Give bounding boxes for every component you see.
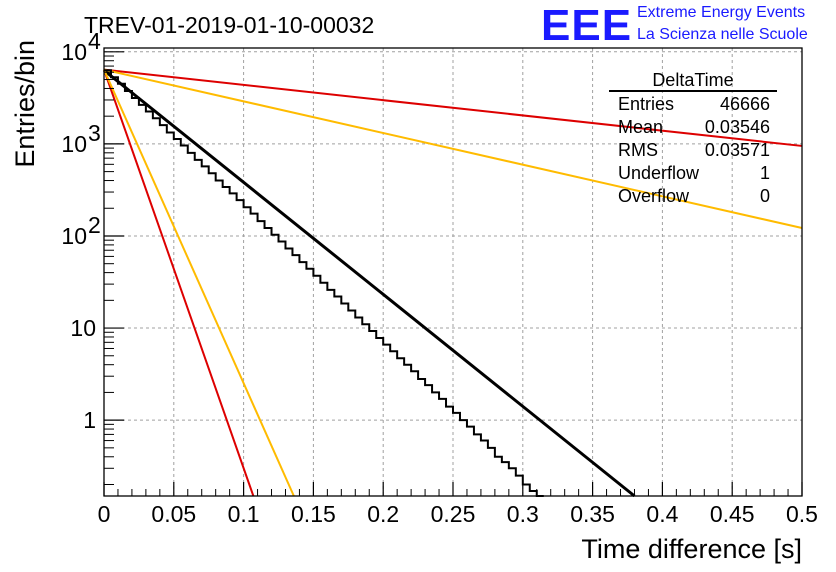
stats-row-value: 0.03546 bbox=[705, 117, 770, 137]
fit-line bbox=[103, 68, 803, 229]
eee-logo: EEE Extreme Energy Events La Scienza nel… bbox=[541, 1, 808, 50]
x-tick-label: 0.1 bbox=[228, 501, 260, 527]
y-tick-label: 10 bbox=[61, 223, 87, 249]
fit-line bbox=[103, 68, 803, 147]
logo-line-2: La Scienza nelle Scuole bbox=[637, 26, 808, 43]
plot-title: TREV-01-2019-01-10-00032 bbox=[84, 12, 374, 38]
stats-row-label: Entries bbox=[618, 94, 674, 114]
stats-row-label: Mean bbox=[618, 117, 663, 137]
x-tick-label: 0.05 bbox=[151, 501, 196, 527]
x-tick-label: 0.3 bbox=[507, 501, 539, 527]
x-tick-label: 0.45 bbox=[710, 501, 755, 527]
stats-row-value: 0 bbox=[760, 186, 770, 206]
stats-row-label: RMS bbox=[618, 140, 658, 160]
stats-row-value: 1 bbox=[760, 163, 770, 183]
axis-ticks bbox=[103, 51, 803, 496]
stats-box-name: DeltaTime bbox=[652, 70, 733, 90]
stats-row-value: 0.03571 bbox=[705, 140, 770, 160]
stats-row-label: Underflow bbox=[618, 163, 700, 183]
stats-box: DeltaTime Entries 46666 Mean 0.03546 RMS 0.03… bbox=[609, 70, 777, 206]
x-tick-label: 0.15 bbox=[291, 501, 336, 527]
y-tick-label-exponent: 4 bbox=[88, 28, 101, 54]
stats-rows: Entries 46666 Mean 0.03546 RMS 0.03571Underfl… bbox=[618, 94, 770, 206]
logo-letters: EEE bbox=[541, 1, 632, 50]
grid bbox=[104, 48, 802, 496]
y-tick-label-exponent: 2 bbox=[88, 212, 101, 238]
y-tick-label: 10 bbox=[70, 315, 96, 341]
y-tick-label-exponent: 3 bbox=[88, 120, 101, 146]
x-tick-label: 0.2 bbox=[367, 501, 399, 527]
axis-tick-labels: 0 0.05 0.1 0.15 0.2 0.25 0.3 0.35 0.4 0.45 0.51101… bbox=[61, 28, 818, 527]
x-tick-label: 0 bbox=[98, 501, 111, 527]
y-tick-label: 10 bbox=[61, 39, 87, 65]
y-tick-label: 10 bbox=[61, 131, 87, 157]
fit-line bbox=[103, 69, 255, 497]
x-axis-title: Time difference [s] bbox=[581, 534, 802, 564]
y-axis-title: Entries/bin bbox=[10, 40, 40, 168]
x-tick-label: 0.4 bbox=[646, 501, 678, 527]
stats-row-value: 46666 bbox=[720, 94, 770, 114]
x-tick-label: 0.35 bbox=[570, 501, 615, 527]
x-tick-label: 0.25 bbox=[431, 501, 476, 527]
fit-line bbox=[103, 69, 295, 497]
x-tick-label: 0.5 bbox=[786, 501, 818, 527]
stats-row-label: Overflow bbox=[618, 186, 690, 206]
y-tick-label: 1 bbox=[83, 407, 96, 433]
logo-line-1: Extreme Energy Events bbox=[637, 4, 805, 21]
fit-curves bbox=[103, 68, 803, 498]
histogram bbox=[104, 69, 544, 497]
fit-line bbox=[103, 69, 636, 498]
